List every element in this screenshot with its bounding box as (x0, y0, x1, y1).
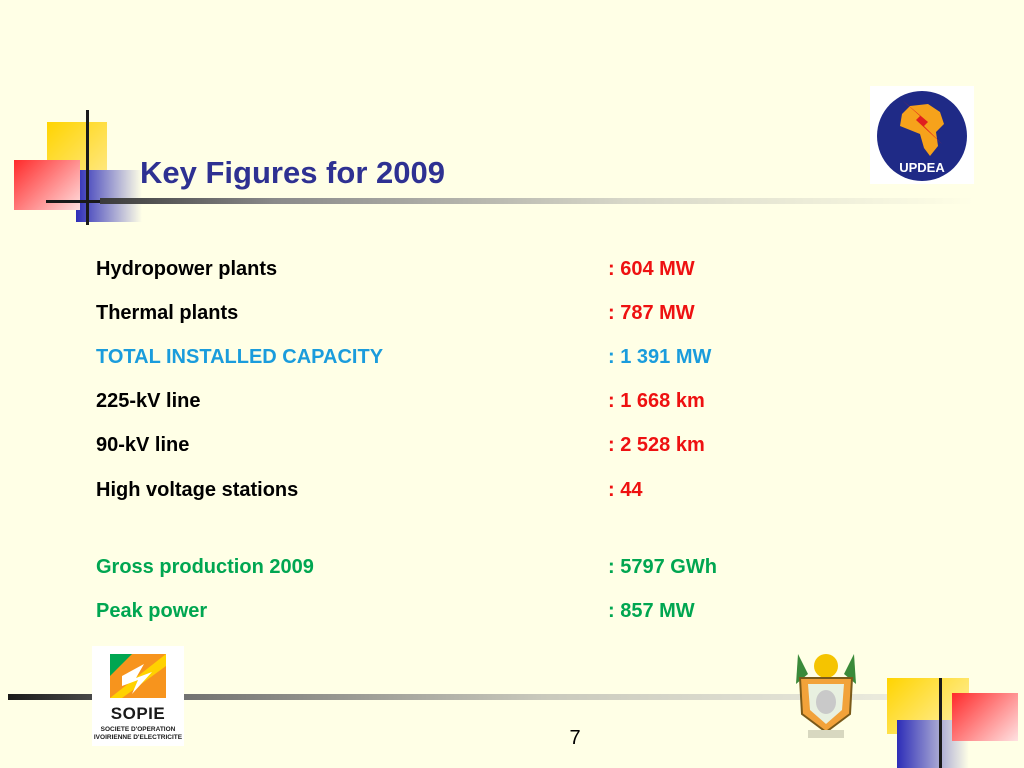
figure-row-thermal: Thermal plants : 787 MW (96, 302, 856, 330)
figure-value: : 5797 GWh (608, 556, 717, 578)
figure-row-90kv-line: 90-kV line : 2 528 km (96, 434, 856, 462)
title-divider (100, 198, 974, 204)
figure-row-total-capacity: TOTAL INSTALLED CAPACITY : 1 391 MW (96, 346, 856, 374)
deco-line-horizontal (46, 200, 136, 203)
figure-value: : 1 668 km (608, 390, 705, 412)
figure-row-hydropower: Hydropower plants : 604 MW (96, 258, 856, 286)
coat-of-arms-icon (778, 644, 874, 742)
deco-line-vertical (939, 678, 942, 768)
figure-label: Gross production 2009 (96, 556, 314, 578)
sopie-name: SOPIE (110, 704, 166, 723)
sopie-logo-icon (92, 646, 184, 746)
figure-label: 225-kV line (96, 390, 201, 412)
figure-label: High voltage stations (96, 479, 299, 501)
figure-row-gross-production: Gross production 2009 : 5797 GWh (96, 556, 856, 584)
figure-label: 90-kV line (96, 434, 190, 456)
page-number: 7 (569, 727, 581, 749)
figure-row-hv-stations: High voltage stations : 44 (96, 479, 856, 507)
deco-line-vertical (86, 110, 89, 225)
sopie-subtitle-1: SOCIETE D'OPERATION (100, 726, 176, 733)
figure-value: : 44 (608, 479, 643, 501)
slide-title: Key Figures for 2009 (140, 155, 445, 190)
figure-value: : 604 MW (608, 258, 695, 280)
figure-row-225kv-line: 225-kV line : 1 668 km (96, 390, 856, 418)
figure-row-peak-power: Peak power : 857 MW (96, 600, 856, 628)
figure-value: : 2 528 km (608, 434, 705, 456)
figure-value: : 1 391 MW (608, 346, 712, 368)
figure-label: Peak power (96, 600, 208, 622)
sopie-subtitle-2: IVOIRIENNE D'ELECTRICITE (93, 734, 183, 741)
figure-label: TOTAL INSTALLED CAPACITY (96, 346, 384, 368)
figure-label: Hydropower plants (96, 258, 278, 280)
footer-divider (8, 694, 980, 700)
updea-logo-icon: UPDEA (870, 86, 974, 184)
figure-value: : 857 MW (608, 600, 695, 622)
deco-square-red (952, 693, 1018, 741)
figure-label: Thermal plants (96, 302, 239, 324)
figure-value: : 787 MW (608, 302, 695, 324)
updea-logo-text: UPDEA (899, 160, 945, 175)
